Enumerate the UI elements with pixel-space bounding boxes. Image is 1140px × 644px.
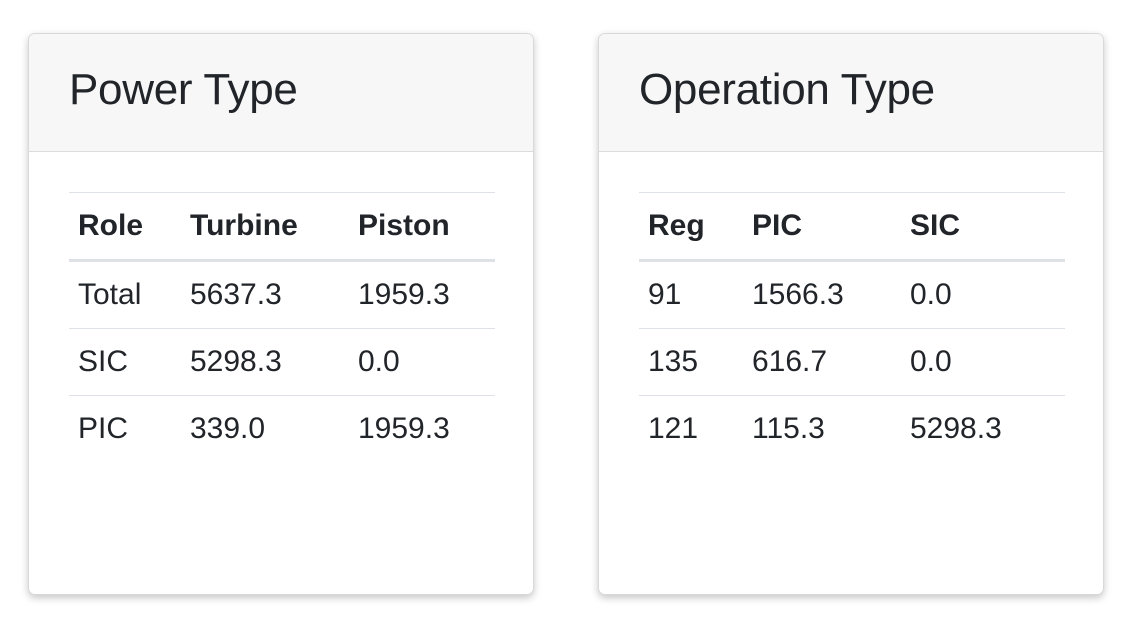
operation-type-table: Reg PIC SIC 91 1566.3 0.0 135 616.7 0.0 …	[639, 192, 1065, 462]
power-type-card-header: Power Type	[29, 34, 533, 152]
operation-type-card-body: Reg PIC SIC 91 1566.3 0.0 135 616.7 0.0 …	[599, 152, 1103, 462]
cell-reg: 91	[639, 260, 743, 329]
cell-pic: 616.7	[743, 328, 901, 396]
column-header-piston: Piston	[349, 192, 495, 262]
power-type-card-body: Role Turbine Piston Total 5637.3 1959.3 …	[29, 152, 533, 462]
cell-sic: 0.0	[901, 328, 1065, 396]
cell-role: SIC	[69, 328, 181, 396]
table-row: 121 115.3 5298.3	[639, 396, 1065, 463]
cell-turbine: 5637.3	[181, 260, 349, 329]
cell-pic: 1566.3	[743, 260, 901, 329]
operation-type-title: Operation Type	[639, 64, 935, 114]
cell-piston: 0.0	[349, 328, 495, 396]
table-row: 91 1566.3 0.0	[639, 260, 1065, 329]
cell-reg: 135	[639, 328, 743, 396]
cell-pic: 115.3	[752, 412, 825, 445]
cell-role: PIC	[78, 412, 129, 445]
power-type-card: Power Type Role Turbine Piston Total 563…	[28, 33, 534, 595]
table-row: SIC 5298.3 0.0	[69, 328, 495, 396]
column-header-pic: PIC	[743, 192, 901, 262]
table-row: 135 616.7 0.0	[639, 328, 1065, 396]
table-header-row: Reg PIC SIC	[639, 192, 1065, 262]
column-header-role: Role	[69, 192, 181, 262]
cell-role: Total	[69, 260, 181, 329]
table-header-row: Role Turbine Piston	[69, 192, 495, 262]
operation-type-card: Operation Type Reg PIC SIC 91 1566.3 0.0	[598, 33, 1104, 595]
cell-piston: 1959.3	[358, 412, 450, 445]
cell-sic: 0.0	[901, 260, 1065, 329]
cell-turbine: 5298.3	[181, 328, 349, 396]
power-type-title: Power Type	[69, 64, 298, 114]
column-header-reg: Reg	[639, 192, 743, 262]
cell-sic: 5298.3	[910, 412, 1002, 445]
table-row: PIC 339.0 1959.3	[69, 396, 495, 463]
cell-piston: 1959.3	[349, 260, 495, 329]
power-type-table: Role Turbine Piston Total 5637.3 1959.3 …	[69, 192, 495, 462]
column-header-sic: SIC	[901, 192, 1065, 262]
column-header-turbine: Turbine	[181, 192, 349, 262]
cell-reg: 121	[648, 412, 699, 445]
table-row: Total 5637.3 1959.3	[69, 260, 495, 329]
cell-turbine: 339.0	[190, 412, 266, 445]
operation-type-card-header: Operation Type	[599, 34, 1103, 152]
